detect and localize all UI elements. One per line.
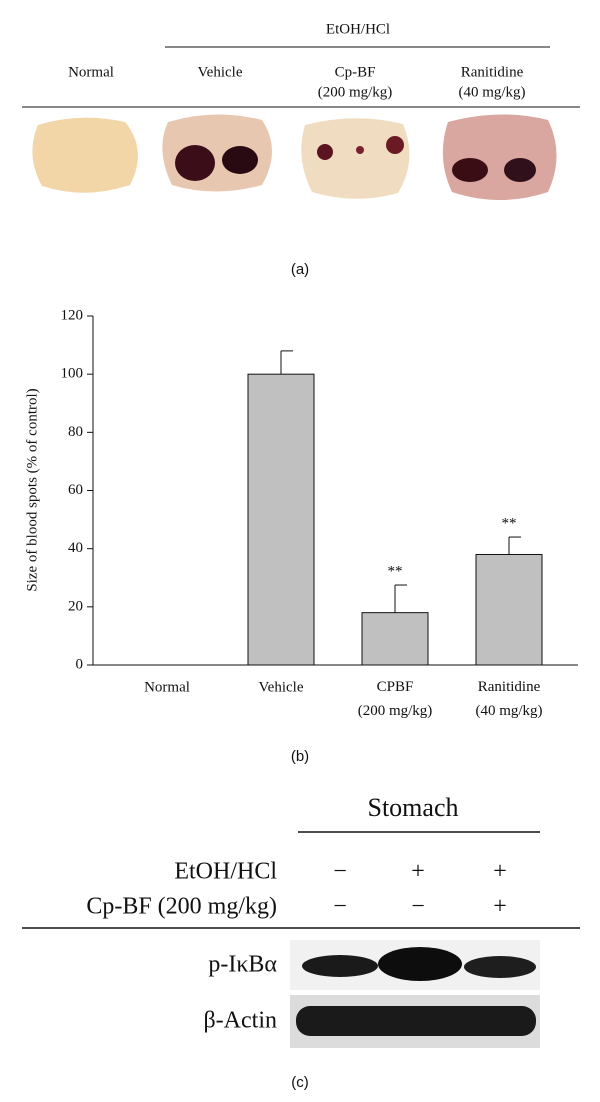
treatment-sign: + (411, 859, 425, 885)
panel-caption: (b) (291, 748, 309, 765)
y-axis-label: Size of blood spots (% of control) (24, 388, 40, 591)
x-tick-label: Ranitidine (40 mg/kg) (475, 679, 542, 719)
tissue-header: Stomach (368, 793, 459, 822)
y-tick-label: 100 (61, 366, 84, 382)
y-tick-label: 40 (68, 540, 83, 556)
column-label: Vehicle (198, 64, 243, 80)
column-label: Normal (68, 64, 114, 80)
label-line: CPBF (377, 679, 414, 695)
y-tick-label: 120 (61, 307, 84, 323)
treatment-sign: + (493, 859, 507, 885)
column-label: Cp-BF (335, 64, 376, 80)
treatment-sign: + (493, 894, 507, 920)
western-blot (290, 940, 540, 1048)
treatment-sign: − (333, 859, 347, 885)
blot-label: β-Actin (203, 1008, 277, 1034)
panel-caption: (c) (291, 1074, 309, 1091)
stomach-photos (32, 114, 557, 200)
y-tick-label: 0 (76, 656, 84, 672)
row-label: Cp-BF (200 mg/kg) (86, 894, 277, 920)
x-tick-label: Vehicle (259, 679, 304, 695)
x-tick-label: CPBF (200 mg/kg) (358, 679, 433, 719)
y-tick-label: 20 (68, 598, 83, 614)
bar (361, 612, 429, 666)
label-line: Ranitidine (478, 679, 541, 695)
blot-label: p-IκBα (208, 952, 277, 978)
treatment-sign: − (411, 894, 425, 920)
bar (247, 373, 315, 666)
y-tick-label: 60 (68, 482, 83, 498)
panel-caption: (a) (291, 261, 309, 278)
column-label: Ranitidine (461, 64, 524, 80)
row-label: EtOH/HCl (174, 859, 277, 885)
dose-label: (200 mg/kg) (318, 84, 393, 100)
significance-label: ** (502, 515, 517, 531)
treatment-sign: − (333, 894, 347, 920)
bar (475, 553, 543, 666)
treatment-header: EtOH/HCl (326, 21, 390, 37)
label-line: (40 mg/kg) (475, 703, 542, 719)
dose-label: (40 mg/kg) (458, 84, 525, 100)
significance-label: ** (388, 563, 403, 579)
x-tick-label: Normal (144, 679, 190, 695)
label-line: (200 mg/kg) (358, 703, 433, 719)
y-tick-label: 80 (68, 424, 83, 440)
